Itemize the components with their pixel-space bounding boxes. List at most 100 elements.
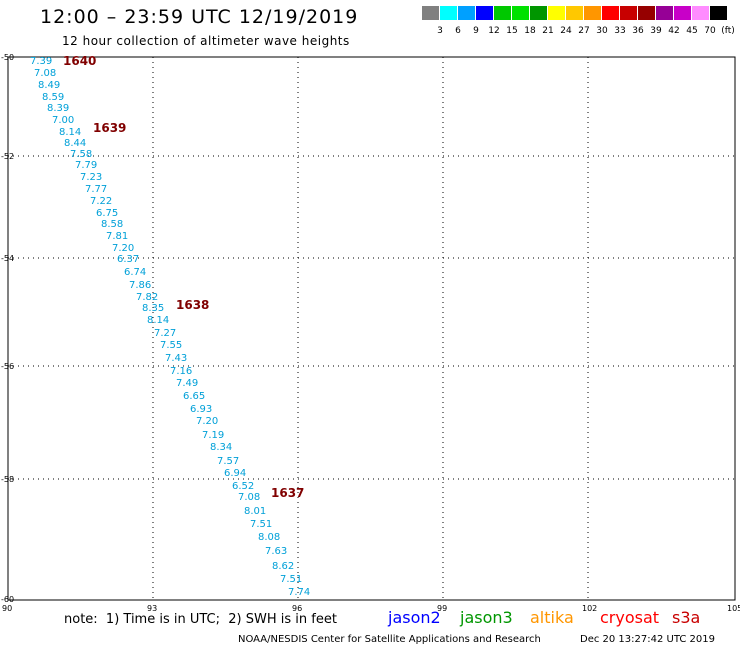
longitude-label: 90: [2, 604, 12, 613]
legend-tick-label: 24: [560, 26, 572, 36]
legend-tick-label: 39: [650, 26, 662, 36]
longitude-label: 105: [727, 604, 740, 613]
wave-height-label: 7.16: [170, 366, 192, 377]
wave-height-label: 8.34: [210, 442, 232, 453]
legend-tick-label: 33: [614, 26, 626, 36]
longitude-label: 96: [292, 604, 302, 613]
wave-height-label: 7.39: [30, 56, 52, 67]
longitude-label: 99: [437, 604, 447, 613]
legend-tick-label: 12: [488, 26, 500, 36]
legend-swatch: [512, 6, 529, 20]
wave-height-label: 7.57: [217, 456, 239, 467]
wave-height-label: 7.82: [136, 292, 158, 303]
wave-height-label: 6.52: [232, 481, 254, 492]
legend-tick-label: 36: [632, 26, 644, 36]
wave-height-label: 7.20: [196, 416, 218, 427]
wave-height-label: 8.08: [258, 532, 280, 543]
legend-swatch: [422, 6, 439, 20]
satellite-label-s3a: s3a: [672, 608, 701, 627]
wave-height-label: 7.49: [176, 378, 198, 389]
wave-height-label: 8.01: [244, 506, 266, 517]
latitude-label: -54: [1, 254, 14, 263]
wave-height-label: 8.14: [59, 127, 81, 138]
wave-height-label: 7.55: [160, 340, 182, 351]
satellite-label-jason2: jason2: [388, 608, 441, 627]
wave-height-label: 8.44: [64, 138, 86, 149]
wave-height-label: 8.59: [42, 92, 64, 103]
legend-tick-label: 15: [506, 26, 518, 36]
longitude-label: 93: [147, 604, 157, 613]
wave-height-label: 7.79: [75, 160, 97, 171]
wave-height-label: 8.49: [38, 80, 60, 91]
timestamp: Dec 20 13:27:42 UTC 2019: [580, 634, 715, 645]
wave-height-label: 7.22: [90, 196, 112, 207]
time-labels: 1640 1639 1638 1637: [63, 54, 304, 500]
legend-swatch: [656, 6, 673, 20]
wave-height-label: 6.93: [190, 404, 212, 415]
wave-height-label: 6.65: [183, 391, 205, 402]
legend-swatch: [584, 6, 601, 20]
credit-text: NOAA/NESDIS Center for Satellite Applica…: [238, 634, 541, 645]
legend-tick-label: 9: [473, 26, 479, 36]
legend-tick-label: 21: [542, 26, 554, 36]
wave-height-label: 7.77: [85, 184, 107, 195]
legend-tick-label: 27: [578, 26, 590, 36]
map-frame: [7, 56, 736, 601]
wave-height-label: 7.86: [129, 280, 151, 291]
map-title: 12:00 – 23:59 UTC 12/19/2019: [40, 6, 359, 28]
time-label: 1640: [63, 54, 96, 68]
wave-height-label: 8.58: [101, 219, 123, 230]
legend-swatch: [566, 6, 583, 20]
wave-height-label: 7.23: [80, 172, 102, 183]
legend-swatch: [530, 6, 547, 20]
wave-height-label: 7.81: [106, 231, 128, 242]
satellite-label-jason3: jason3: [460, 608, 513, 627]
legend-swatch: [620, 6, 637, 20]
legend-tick-label: (ft): [721, 26, 735, 36]
time-label: 1638: [176, 298, 209, 312]
wave-height-label: 6.74: [124, 267, 146, 278]
wave-height-label: 7.19: [202, 430, 224, 441]
wave-height-label: 6.94: [224, 468, 246, 479]
legend-swatch: [710, 6, 727, 20]
legend-swatch: [494, 6, 511, 20]
legend-tick-label: 18: [524, 26, 536, 36]
latitude-label: -50: [1, 53, 14, 62]
legend-swatch: [548, 6, 565, 20]
legend-tick-label: 6: [455, 26, 461, 36]
wave-height-label: 7.20: [112, 243, 134, 254]
satellite-label-altika: altika: [530, 608, 574, 627]
legend-tick-label: 3: [437, 26, 443, 36]
legend-swatch: [476, 6, 493, 20]
legend-swatch: [638, 6, 655, 20]
wave-height-label: 6.75: [96, 208, 118, 219]
longitude-label: 102: [582, 604, 597, 613]
map-subtitle: 12 hour collection of altimeter wave hei…: [62, 34, 350, 48]
wave-height-label: 7.74: [288, 587, 310, 598]
legend-tick-label: 70: [704, 26, 716, 36]
wave-height-label: 7.08: [238, 492, 260, 503]
wave-height-label: 8.14: [147, 315, 169, 326]
latitude-label: -58: [1, 475, 14, 484]
latitude-label: -56: [1, 362, 14, 371]
wave-height-label: 8.35: [142, 303, 164, 314]
wave-height-label: 7.00: [52, 115, 74, 126]
legend-swatch: [692, 6, 709, 20]
legend-swatch: [440, 6, 457, 20]
footer-note: note: 1) Time is in UTC; 2) SWH is in fe…: [64, 612, 337, 627]
axis-labels: 90 93 96 99 102 105 -50 -52 -54 -56 -58 -60: [1, 53, 740, 613]
legend-tick-label: 45: [686, 26, 698, 36]
time-label: 1639: [93, 121, 126, 135]
wave-height-label: 8.39: [47, 103, 69, 114]
legend-swatch: [458, 6, 475, 20]
legend-swatch: [674, 6, 691, 20]
legend-tick-label: 30: [596, 26, 608, 36]
wave-height-label: 7.08: [34, 68, 56, 79]
wave-height-labels: 7.397.088.498.598.397.008.148.447.587.79…: [30, 56, 310, 598]
wave-height-label: 7.51: [250, 519, 272, 530]
legend-tick-label: 42: [668, 26, 680, 36]
wave-height-label: 7.58: [70, 149, 92, 160]
wave-height-label: 7.27: [154, 328, 176, 339]
wave-height-label: 7.51: [280, 574, 302, 585]
